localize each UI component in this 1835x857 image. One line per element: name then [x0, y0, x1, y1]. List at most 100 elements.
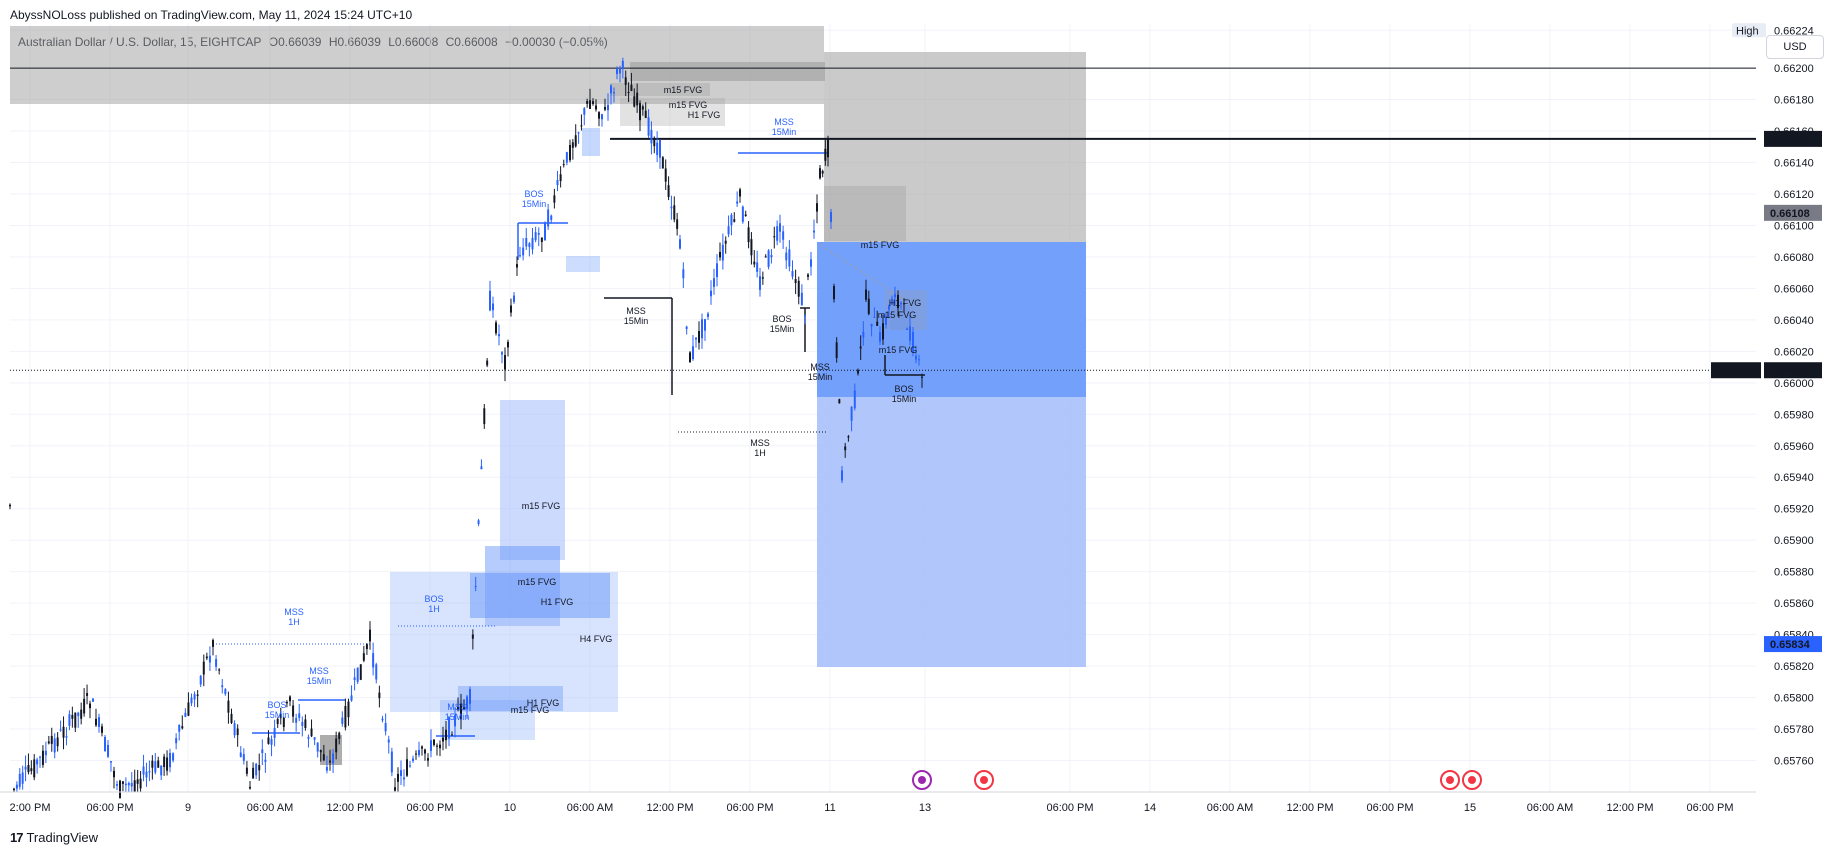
- price-label: 0.65834: [1770, 639, 1811, 651]
- candle-body: [630, 84, 633, 91]
- candle-body: [673, 205, 676, 220]
- annotation-label: m15 FVG: [518, 577, 557, 587]
- candle-body: [181, 726, 184, 729]
- candle-body: [27, 764, 30, 773]
- candle-body: [295, 718, 298, 723]
- annotation-label: H1 FVG: [527, 698, 560, 708]
- candle-body: [870, 323, 873, 327]
- structure-line: [819, 244, 906, 301]
- candle-body: [644, 110, 647, 118]
- candle-body: [394, 787, 396, 791]
- candle-body: [319, 749, 322, 753]
- candle-body: [285, 701, 288, 704]
- candle-body: [178, 724, 181, 732]
- candle-body: [59, 729, 62, 731]
- candle-body: [92, 698, 94, 702]
- candle-body: [733, 219, 736, 222]
- price-tick-label: 0.65780: [1774, 724, 1814, 736]
- candle-body: [212, 640, 214, 647]
- candle-body: [332, 753, 335, 764]
- candle-body: [175, 738, 178, 744]
- annotation-sublabel: 15Min: [770, 324, 795, 334]
- price-tick-label: 0.66060: [1774, 283, 1814, 295]
- time-tick-label: 06:00 PM: [726, 802, 773, 814]
- candle-body: [819, 168, 821, 179]
- candle-body: [325, 766, 328, 771]
- price-tick-label: 0.66200: [1774, 63, 1814, 75]
- candle-body: [113, 770, 115, 778]
- tradingview-logo[interactable]: 17 TradingView: [10, 830, 98, 845]
- candle-body: [30, 768, 33, 772]
- candle-body: [701, 319, 703, 339]
- candle-body: [101, 726, 103, 733]
- price-tick-label: 0.65760: [1774, 756, 1814, 768]
- candle-body: [598, 112, 600, 119]
- grid-lines: [10, 24, 1756, 792]
- candle-body: [86, 693, 89, 696]
- candle-body: [18, 774, 21, 787]
- candle-body: [562, 164, 565, 166]
- candle-body: [882, 323, 884, 340]
- candle-body: [841, 470, 843, 481]
- price-tick-label: 0.65980: [1774, 409, 1814, 421]
- candle-body: [800, 292, 803, 306]
- annotation-label: MSS: [284, 607, 304, 617]
- candle-body: [522, 247, 525, 256]
- time-tick-label: 13: [919, 802, 931, 814]
- candle-body: [436, 745, 438, 747]
- candle-body: [797, 280, 800, 297]
- candle-body: [679, 239, 681, 249]
- grey-box-low: [320, 735, 342, 765]
- candle-body: [759, 276, 761, 290]
- price-tick-label: 0.66224: [1774, 25, 1814, 37]
- annotation-label: MSS: [810, 362, 830, 372]
- candle-body: [639, 103, 641, 121]
- grey-fvg-box: [824, 186, 906, 241]
- price-tick-label: 0.66040: [1774, 315, 1814, 327]
- candle-body: [525, 238, 528, 247]
- candle-body: [335, 738, 338, 753]
- candle-body: [616, 69, 618, 75]
- currency-button[interactable]: USD: [1766, 35, 1824, 59]
- us-flag-icon-2-dot: [1468, 776, 1476, 784]
- time-tick-label: 10: [504, 802, 516, 814]
- candle-body: [270, 739, 273, 745]
- price-labels: High 0.66155 0.66108 AUDUSD 0.66008 0.65834: [1711, 23, 1822, 653]
- candle-body: [378, 692, 381, 699]
- candle-body: [230, 713, 233, 724]
- candle-body: [595, 105, 597, 110]
- candle-body: [621, 60, 624, 69]
- candle-body: [685, 326, 688, 329]
- candle-body: [121, 781, 124, 784]
- candle-body: [741, 206, 744, 222]
- candle-body: [252, 767, 255, 779]
- candle-body: [471, 634, 474, 639]
- candle-body: [151, 760, 154, 768]
- candle-body: [761, 277, 764, 279]
- price-label-bg: [1764, 362, 1822, 379]
- candle-body: [430, 740, 432, 751]
- price-tick-label: 0.66180: [1774, 95, 1814, 107]
- annotation-sublabel: 15Min: [307, 676, 332, 686]
- candle-body: [457, 707, 459, 710]
- time-tick-label: 12:00 PM: [646, 802, 693, 814]
- candle-body: [347, 701, 350, 718]
- candle-body: [292, 705, 295, 717]
- candle-body: [813, 230, 815, 233]
- time-tick-label: 06:00 AM: [567, 802, 613, 814]
- candle-body: [676, 219, 679, 229]
- candle-body: [267, 737, 270, 744]
- annotation-sublabel: 1H: [288, 617, 300, 627]
- candle-body: [873, 316, 876, 318]
- price-tick-label: 0.66020: [1774, 346, 1814, 358]
- candle-body: [661, 157, 664, 169]
- candle-body: [264, 759, 267, 762]
- candle-body: [424, 749, 426, 754]
- candle-body: [601, 114, 603, 120]
- candle-body: [724, 240, 727, 244]
- candle-body: [301, 721, 304, 726]
- high-label: High: [1736, 25, 1759, 37]
- candle-body: [421, 746, 423, 749]
